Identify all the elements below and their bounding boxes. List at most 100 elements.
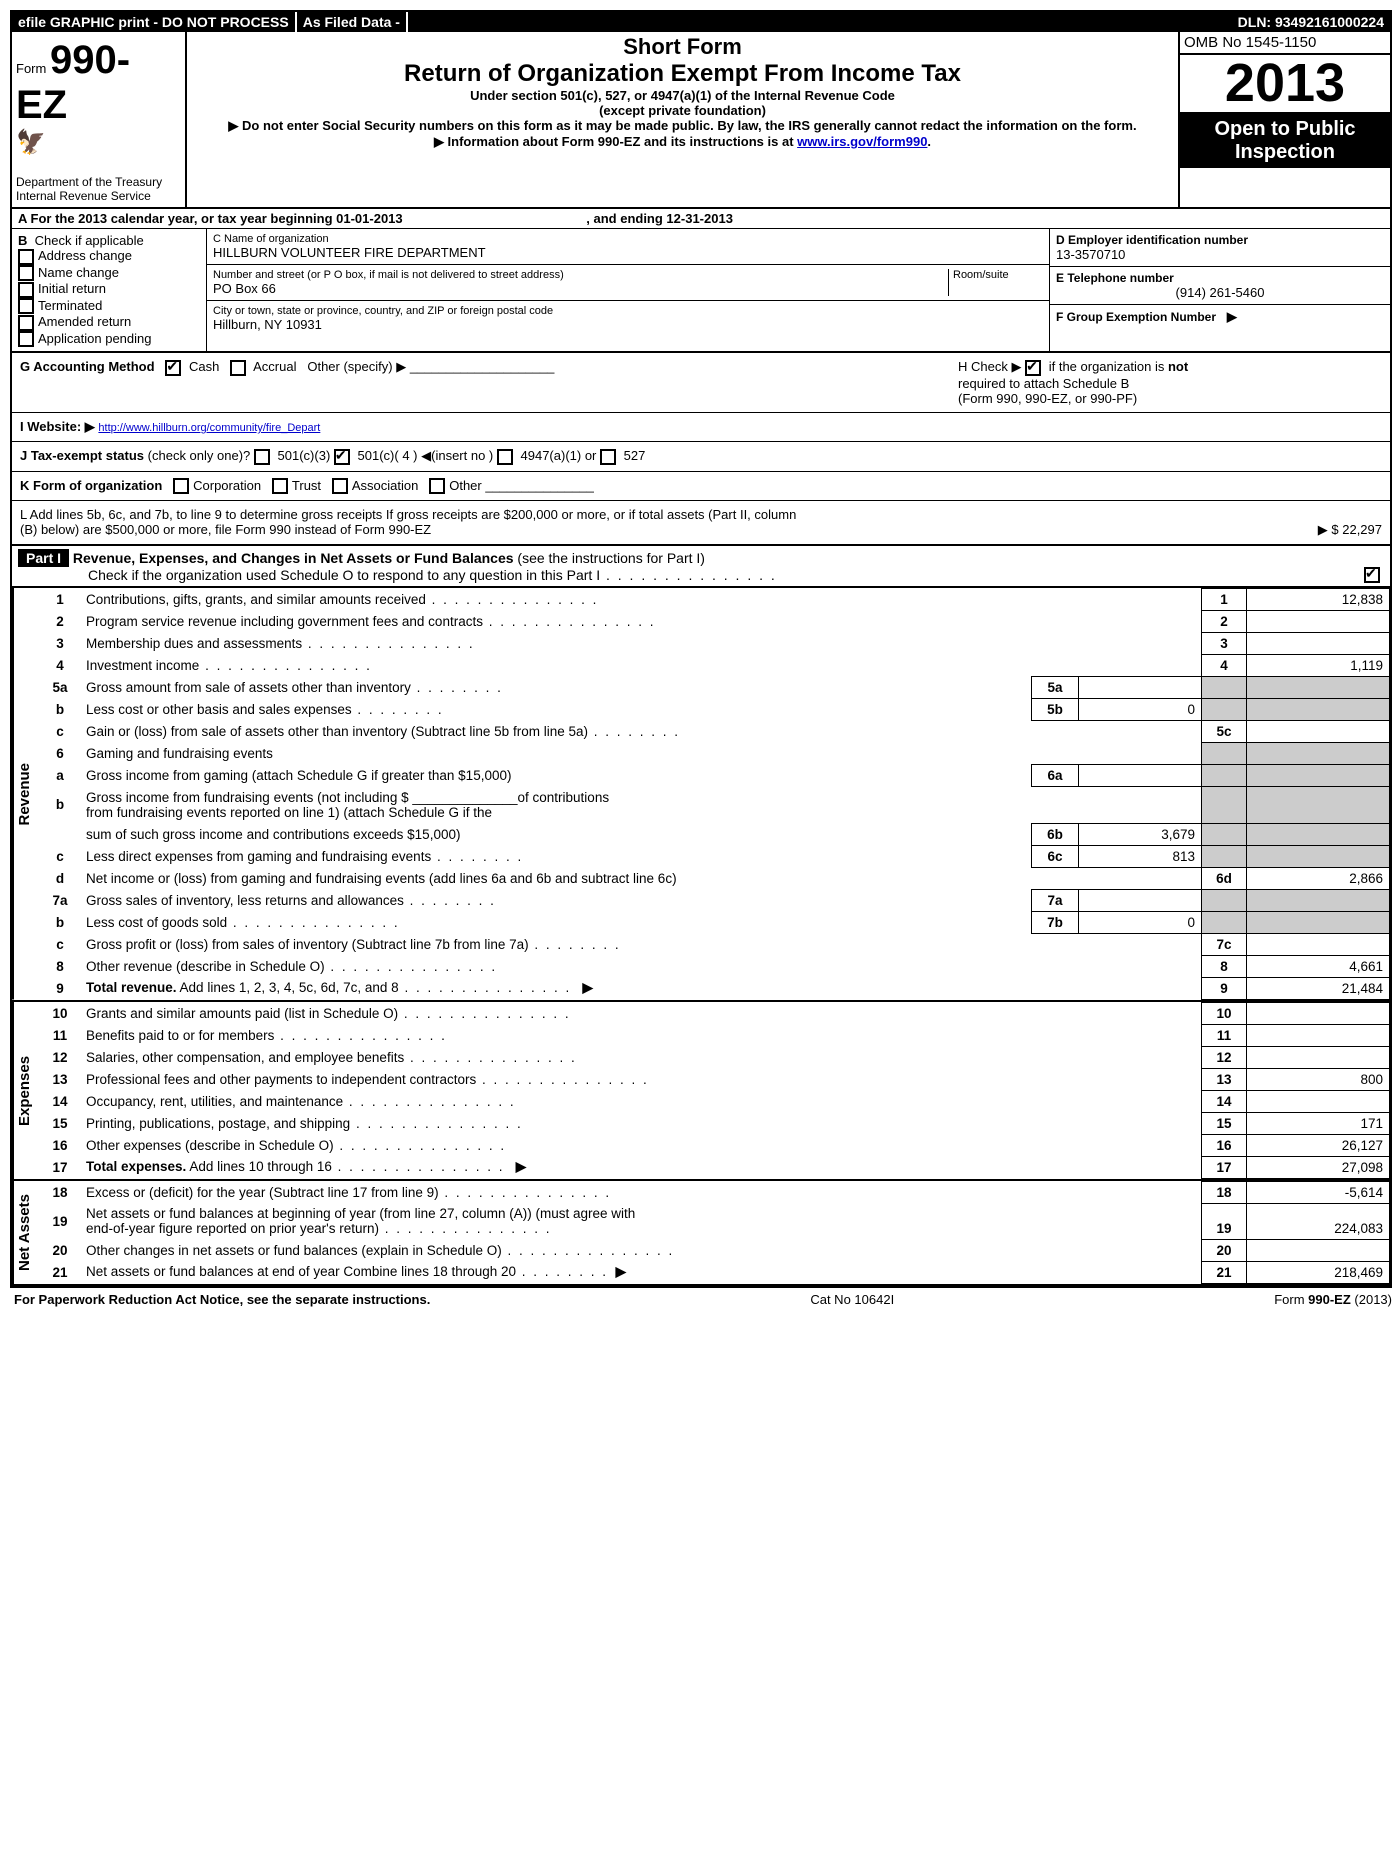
i-label: I Website: ▶ — [20, 419, 95, 434]
opt-trust: Trust — [292, 478, 321, 493]
asfiled-label: As Filed Data - — [297, 12, 408, 32]
city-value: Hillburn, NY 10931 — [213, 317, 1043, 332]
checkbox-address-change[interactable] — [18, 249, 34, 265]
open-line1: Open to Public — [1182, 118, 1388, 141]
footer-right: Form 990-EZ (2013) — [1274, 1292, 1392, 1307]
line-6: 6 Gaming and fundraising events — [40, 743, 1390, 765]
line-5b: b Less cost or other basis and sales exp… — [40, 699, 1390, 721]
line-21: 21 Net assets or fund balances at end of… — [40, 1261, 1390, 1283]
title-cell: Short Form Return of Organization Exempt… — [187, 32, 1180, 207]
efile-label: efile GRAPHIC print - DO NOT PROCESS — [12, 12, 297, 32]
checkbox-accrual[interactable] — [230, 360, 246, 376]
revenue-table: 1 Contributions, gifts, grants, and simi… — [40, 588, 1390, 1000]
footer-mid: Cat No 10642I — [810, 1292, 894, 1307]
checkbox-terminated[interactable] — [18, 298, 34, 314]
form-990ez: efile GRAPHIC print - DO NOT PROCESS As … — [10, 10, 1392, 1288]
part-i-tail: (see the instructions for Part I) — [517, 550, 705, 566]
row-k: K Form of organization Corporation Trust… — [12, 472, 1390, 502]
part-i-check-line: Check if the organization used Schedule … — [88, 567, 777, 583]
note2-pre: ▶ Information about Form 990-EZ and its … — [434, 134, 797, 149]
line-1: 1 Contributions, gifts, grants, and simi… — [40, 589, 1390, 611]
line-7a: 7a Gross sales of inventory, less return… — [40, 889, 1390, 911]
website-link[interactable]: http://www.hillburn.org/community/fire_D… — [98, 422, 320, 434]
checkbox-corporation[interactable] — [173, 478, 189, 494]
checkbox-other-org[interactable] — [429, 478, 445, 494]
k-label: K Form of organization — [20, 478, 162, 493]
checkbox-501c[interactable] — [334, 449, 350, 465]
form-label: Form — [16, 61, 46, 76]
opt-4947: 4947(a)(1) or — [521, 448, 597, 463]
subtitle-1: Under section 501(c), 527, or 4947(a)(1)… — [195, 88, 1170, 103]
checkbox-application-pending[interactable] — [18, 331, 34, 347]
opt-initial-return: Initial return — [38, 281, 106, 296]
line-5a: 5a Gross amount from sale of assets othe… — [40, 677, 1390, 699]
line-6a: a Gross income from gaming (attach Sched… — [40, 764, 1390, 786]
checkbox-initial-return[interactable] — [18, 282, 34, 298]
line-6b: b Gross income from fundraising events (… — [40, 786, 1390, 823]
line-19: 19 Net assets or fund balances at beginn… — [40, 1203, 1390, 1239]
line-2: 2 Program service revenue including gove… — [40, 611, 1390, 633]
instructions-link[interactable]: www.irs.gov/form990 — [797, 134, 927, 149]
opt-association: Association — [352, 478, 418, 493]
part-i-tag: Part I — [18, 549, 69, 567]
line-14: 14 Occupancy, rent, utilities, and maint… — [40, 1090, 1390, 1112]
open-line2: Inspection — [1182, 141, 1388, 164]
identity-block: B Check if applicable Address change Nam… — [12, 229, 1390, 353]
line-13: 13 Professional fees and other payments … — [40, 1068, 1390, 1090]
h-label: H Check ▶ — [958, 359, 1021, 374]
form-number-cell: Form 990-EZ 🦅 Department of the Treasury… — [12, 32, 187, 207]
h-tail: if the organization is — [1049, 359, 1165, 374]
checkbox-trust[interactable] — [272, 478, 288, 494]
checkbox-527[interactable] — [600, 449, 616, 465]
h-line2: required to attach Schedule B — [958, 376, 1129, 391]
checkbox-4947[interactable] — [497, 449, 513, 465]
opt-terminated: Terminated — [38, 298, 102, 313]
b-label: B — [18, 233, 27, 248]
h-box: H Check ▶ if the organization is not req… — [950, 353, 1390, 412]
checkbox-name-change[interactable] — [18, 265, 34, 281]
row-a-begin: A For the 2013 calendar year, or tax yea… — [18, 211, 403, 226]
revenue-side-label: Revenue — [12, 588, 40, 1000]
name-address-column: C Name of organization HILLBURN VOLUNTEE… — [207, 229, 1050, 351]
h-line3: (Form 990, 990-EZ, or 990-PF) — [958, 391, 1137, 406]
line-7c: c Gross profit or (loss) from sales of i… — [40, 933, 1390, 955]
checkbox-cash[interactable] — [165, 360, 181, 376]
form-number: 990-EZ — [16, 38, 130, 127]
checkbox-h[interactable] — [1025, 360, 1041, 376]
l-text1: L Add lines 5b, 6c, and 7b, to line 9 to… — [20, 507, 1382, 522]
line-15: 15 Printing, publications, postage, and … — [40, 1112, 1390, 1134]
group-exemption-arrow: ▶ — [1227, 309, 1237, 324]
expenses-side-label: Expenses — [12, 1002, 40, 1179]
opt-address-change: Address change — [38, 248, 132, 263]
line-7b: b Less cost of goods sold 7b 0 — [40, 911, 1390, 933]
street-value: PO Box 66 — [213, 281, 948, 296]
group-exemption-label: F Group Exemption Number — [1056, 310, 1216, 324]
l-text2: (B) below) are $500,000 or more, file Fo… — [20, 522, 431, 538]
footer-left: For Paperwork Reduction Act Notice, see … — [14, 1292, 430, 1307]
checkbox-schedule-o[interactable] — [1364, 567, 1380, 583]
top-bar: efile GRAPHIC print - DO NOT PROCESS As … — [12, 12, 1390, 32]
l-amount: ▶ $ 22,297 — [1318, 522, 1382, 538]
employer-column: D Employer identification number 13-3570… — [1050, 229, 1390, 351]
right-header-cell: OMB No 1545-1150 2013 Open to Public Ins… — [1180, 32, 1390, 207]
phone-value: (914) 261-5460 — [1056, 285, 1384, 300]
dept-treasury: Department of the Treasury — [16, 175, 181, 189]
netassets-side-label: Net Assets — [12, 1181, 40, 1284]
ein-value: 13-3570710 — [1056, 247, 1384, 262]
opt-amended-return: Amended return — [38, 314, 131, 329]
checkbox-association[interactable] — [332, 478, 348, 494]
j-label: J Tax-exempt status — [20, 448, 144, 463]
opt-cash: Cash — [189, 359, 219, 374]
checkbox-501c3[interactable] — [254, 449, 270, 465]
line-18: 18 Excess or (deficit) for the year (Sub… — [40, 1181, 1390, 1203]
open-to-public: Open to Public Inspection — [1180, 114, 1390, 168]
checkbox-amended-return[interactable] — [18, 315, 34, 331]
ein-label: D Employer identification number — [1056, 233, 1384, 247]
dln-value: 93492161000224 — [1275, 14, 1384, 30]
irs-seal-icon: 🦅 — [16, 128, 181, 157]
expenses-section: Expenses 10 Grants and similar amounts p… — [12, 1000, 1390, 1179]
header-note-2: ▶ Information about Form 990-EZ and its … — [195, 134, 1170, 150]
line-3: 3 Membership dues and assessments 3 — [40, 633, 1390, 655]
opt-corporation: Corporation — [193, 478, 261, 493]
line-6d: d Net income or (loss) from gaming and f… — [40, 867, 1390, 889]
